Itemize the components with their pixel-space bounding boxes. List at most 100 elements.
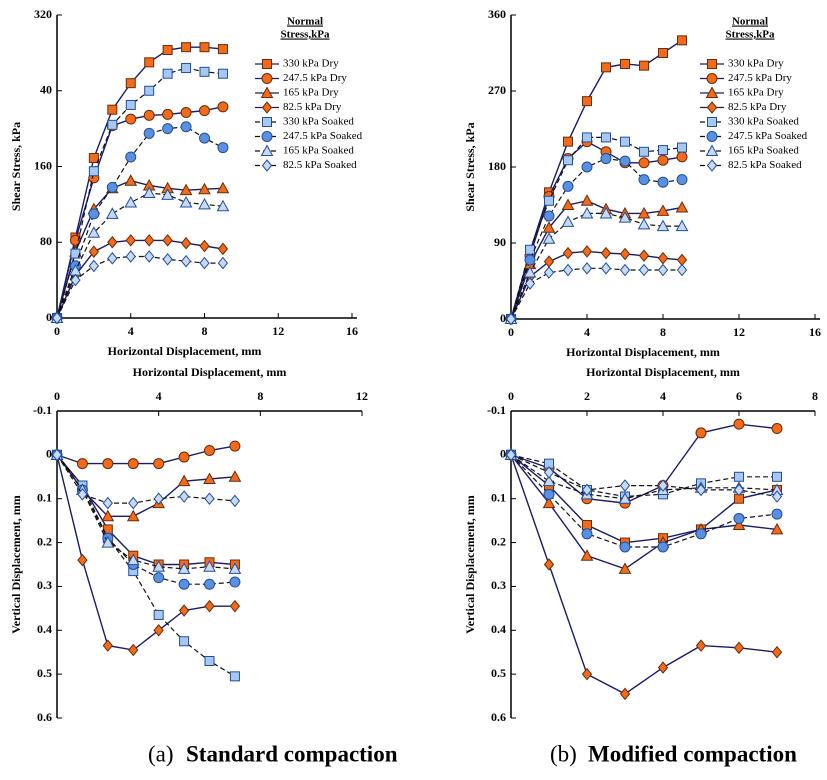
marker xyxy=(580,206,594,219)
marker xyxy=(733,641,745,655)
marker xyxy=(562,180,574,192)
marker xyxy=(204,578,215,590)
marker xyxy=(152,560,166,572)
y-tick-label: 0.4 xyxy=(37,622,52,636)
marker xyxy=(675,200,689,213)
series-line xyxy=(56,126,224,319)
marker xyxy=(204,492,215,506)
marker xyxy=(199,132,210,144)
series-line xyxy=(510,39,683,320)
marker xyxy=(143,127,155,139)
marker xyxy=(204,655,215,666)
legend-marker xyxy=(706,159,718,172)
legend-marker xyxy=(260,144,274,156)
caption-text: Modified compaction xyxy=(588,741,797,766)
legend-label: 165 kPa Soaked xyxy=(728,145,799,157)
marker xyxy=(695,528,707,540)
legend-label: 330 kPa Soaked xyxy=(728,116,799,128)
marker xyxy=(771,645,783,659)
series-line xyxy=(510,212,682,320)
legend-marker xyxy=(706,101,718,114)
marker xyxy=(581,667,593,681)
legend-marker xyxy=(707,59,717,69)
marker xyxy=(581,483,593,497)
marker xyxy=(619,155,631,167)
marker xyxy=(181,63,192,74)
marker xyxy=(87,226,101,238)
marker xyxy=(695,483,707,497)
marker xyxy=(657,661,669,674)
legend-label: 247.5 kPa Dry xyxy=(728,72,792,84)
marker xyxy=(126,553,140,566)
y-tick-label: 320 xyxy=(34,7,52,21)
y-tick-label: 80 xyxy=(40,234,52,248)
marker xyxy=(599,206,613,219)
y-axis-label: Shear Stress, kPa xyxy=(463,122,477,211)
y-tick-label: 0.1 xyxy=(491,490,506,504)
y-tick-label: 0 xyxy=(46,447,52,461)
series-line xyxy=(510,454,778,544)
y-tick-label: 0 xyxy=(500,311,506,325)
marker xyxy=(582,96,592,107)
marker xyxy=(199,256,210,270)
marker xyxy=(581,245,593,258)
marker xyxy=(600,246,612,260)
marker xyxy=(771,508,783,520)
marker xyxy=(600,262,612,275)
marker xyxy=(217,256,229,270)
marker xyxy=(144,250,155,263)
marker xyxy=(601,62,611,73)
marker xyxy=(88,245,100,259)
marker xyxy=(618,492,632,504)
marker xyxy=(180,107,192,119)
marker xyxy=(580,549,594,561)
marker xyxy=(204,444,215,456)
marker xyxy=(153,623,164,637)
marker xyxy=(102,458,114,470)
legend-label: 165 kPa Dry xyxy=(728,87,784,99)
marker xyxy=(128,643,139,657)
marker xyxy=(657,251,669,265)
legend-marker xyxy=(261,159,273,172)
marker xyxy=(178,451,190,463)
marker xyxy=(638,174,650,186)
marker xyxy=(524,254,536,266)
marker xyxy=(543,488,555,500)
marker xyxy=(656,219,670,232)
marker xyxy=(677,142,687,153)
y-tick-label: 0.2 xyxy=(491,534,506,548)
marker xyxy=(102,496,113,510)
x-tick-label: 12 xyxy=(356,389,368,403)
marker xyxy=(162,123,174,135)
legend-label: 82.5 kPa Soaked xyxy=(283,159,357,171)
y-tick-label: 0 xyxy=(500,447,506,461)
x-axis-label: Horizontal Displacement, mm xyxy=(566,345,720,359)
marker xyxy=(162,234,173,247)
marker xyxy=(563,155,573,166)
marker xyxy=(771,490,783,503)
series-line xyxy=(56,192,223,319)
marker xyxy=(542,496,556,509)
marker xyxy=(88,208,100,220)
y-tick-label: 0.6 xyxy=(37,710,52,724)
marker xyxy=(505,312,517,326)
marker xyxy=(216,181,230,194)
marker xyxy=(638,263,650,277)
marker xyxy=(676,174,688,186)
y-tick-label: 90 xyxy=(494,235,506,249)
marker xyxy=(229,599,241,613)
marker xyxy=(618,211,632,223)
legend-title: Stress,kPa xyxy=(281,29,330,41)
marker xyxy=(204,599,215,613)
marker xyxy=(162,68,173,79)
marker xyxy=(125,99,136,110)
marker xyxy=(228,470,242,482)
marker xyxy=(88,259,100,273)
legend-label: 165 kPa Soaked xyxy=(283,145,354,157)
marker xyxy=(581,262,593,275)
legend-marker xyxy=(260,86,274,98)
marker xyxy=(505,448,517,462)
marker xyxy=(229,440,241,452)
marker xyxy=(178,490,190,503)
y-tick-label: 0.5 xyxy=(37,666,52,680)
